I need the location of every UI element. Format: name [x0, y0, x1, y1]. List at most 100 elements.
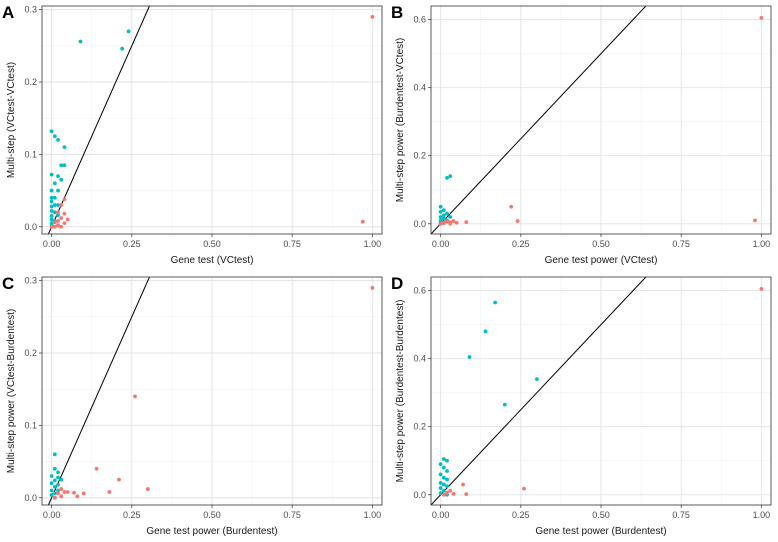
- data-point: [56, 491, 60, 496]
- data-point: [49, 224, 54, 229]
- data-point: [56, 223, 60, 228]
- data-point: [56, 482, 60, 487]
- data-point: [49, 204, 54, 209]
- scatter-plot-b: 0.00 0.25 0.50 0.75 1.00 0.0 0.2 0.4 0.6 Gene tes…: [391, 3, 772, 266]
- data-point: [759, 16, 764, 20]
- identity-line: [47, 6, 150, 234]
- data-point: [49, 214, 54, 218]
- panel-d: 0.00 0.25 0.50 0.75 1.00 0.0 0.2 0.4 0.6 Gene tes…: [389, 271, 778, 542]
- data-point: [467, 355, 472, 359]
- major-grid: [431, 6, 771, 234]
- major-grid: [431, 277, 771, 505]
- panel-c: 0.00 0.25 0.50 0.75 1.00 0.0 0.1 0.2 0.3 Gene tes…: [0, 271, 389, 542]
- identity-line: [431, 6, 647, 234]
- x-axis-title: Gene test power (Burdentest): [535, 526, 666, 537]
- data-point: [438, 204, 443, 209]
- data-point: [441, 475, 446, 480]
- data-point: [56, 219, 60, 223]
- data-point: [441, 482, 446, 487]
- data-point: [65, 217, 70, 222]
- x-axis-title: Gene test (VCtest): [171, 255, 254, 266]
- data-point: [49, 188, 54, 193]
- data-point: [445, 211, 449, 216]
- data-point: [509, 204, 514, 209]
- data-point: [49, 195, 54, 200]
- data-point: [448, 215, 453, 219]
- y-tick-label: 0.1: [24, 149, 37, 159]
- data-point: [445, 175, 449, 180]
- data-point: [515, 219, 520, 223]
- x-axis-title: Gene test power (Burdentest): [146, 526, 277, 537]
- data-point: [451, 491, 456, 496]
- data-point: [62, 145, 67, 150]
- data-point: [438, 486, 443, 490]
- y-tick-label: 0.4: [413, 83, 426, 93]
- data-point: [759, 287, 764, 291]
- x-tick-label: 0.50: [203, 239, 221, 249]
- x-tick-label: 0.25: [123, 239, 141, 249]
- panel-letter: B: [391, 3, 403, 22]
- data-point: [59, 216, 64, 220]
- data-point: [441, 465, 446, 470]
- scatter-plot-c: 0.00 0.25 0.50 0.75 1.00 0.0 0.1 0.2 0.3 Gene tes…: [2, 274, 383, 537]
- identity-line: [47, 277, 150, 505]
- data-point: [56, 188, 60, 193]
- data-point: [502, 402, 507, 407]
- x-tick-label: 0.25: [512, 239, 530, 249]
- data-point: [65, 490, 70, 494]
- data-point: [445, 490, 449, 495]
- x-tick-label: 0.00: [432, 239, 450, 249]
- data-point: [52, 134, 57, 139]
- series-1: [438, 16, 764, 226]
- data-point: [52, 181, 57, 186]
- x-tick-label: 0.75: [672, 510, 690, 520]
- y-tick-label: 0.4: [413, 354, 426, 364]
- data-point: [461, 482, 465, 487]
- data-point: [483, 329, 488, 334]
- data-point: [448, 488, 453, 493]
- data-point: [52, 220, 57, 225]
- series-0: [438, 300, 539, 497]
- data-point: [441, 488, 446, 493]
- data-point: [56, 475, 60, 480]
- data-point: [133, 394, 137, 399]
- data-point: [59, 494, 64, 499]
- y-tick-label: 0.0: [24, 222, 37, 232]
- data-point: [454, 220, 459, 225]
- data-point: [126, 29, 131, 34]
- x-tick-label: 0.50: [592, 239, 610, 249]
- data-point: [534, 377, 539, 381]
- data-point: [56, 174, 60, 178]
- data-point: [49, 481, 54, 486]
- y-tick-label: 0.3: [24, 5, 37, 15]
- panel-b: 0.00 0.25 0.50 0.75 1.00 0.0 0.2 0.4 0.6 Gene tes…: [389, 0, 778, 271]
- data-point: [62, 163, 67, 168]
- series-0: [49, 452, 64, 500]
- x-tick-label: 0.75: [283, 239, 301, 249]
- data-point: [56, 203, 60, 207]
- series-1: [49, 14, 375, 229]
- data-point: [49, 129, 54, 134]
- data-point: [438, 480, 443, 485]
- major-grid: [42, 277, 382, 505]
- x-tick-label: 0.75: [672, 239, 690, 249]
- data-point: [448, 221, 453, 226]
- data-point: [52, 224, 57, 229]
- series-0: [49, 29, 131, 229]
- data-point: [441, 457, 446, 461]
- x-tick-label: 1.00: [364, 510, 382, 520]
- data-point: [59, 203, 64, 207]
- y-tick-label: 0.2: [24, 348, 37, 358]
- data-point: [78, 39, 83, 44]
- data-point: [49, 474, 54, 478]
- data-point: [62, 211, 67, 216]
- data-point: [464, 220, 469, 224]
- data-point: [445, 458, 449, 463]
- data-point: [59, 163, 64, 168]
- plot-frame: [41, 276, 383, 506]
- data-point: [62, 221, 67, 226]
- y-tick-label: 0.1: [24, 420, 37, 430]
- data-point: [52, 495, 57, 500]
- data-point: [107, 490, 112, 494]
- data-point: [56, 213, 60, 218]
